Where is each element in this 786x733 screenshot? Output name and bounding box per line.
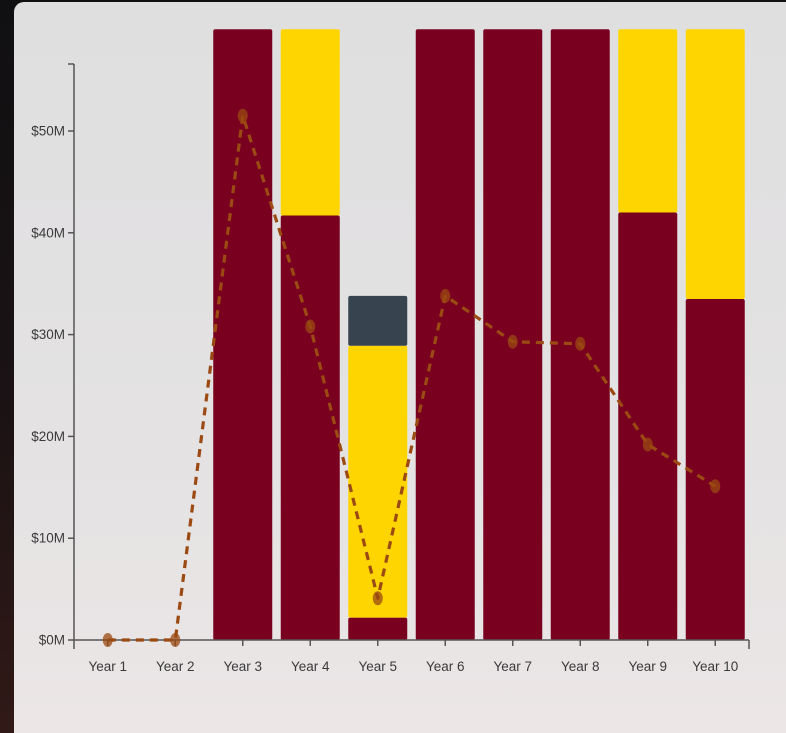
line-point [305,319,316,334]
bar-segment [213,29,273,640]
stacked-bar-line-chart: $0M $10M $20M $30M $40M $50M Year 1 Year 2 Year … [31,29,750,674]
bar-segment [550,29,610,640]
y-tick-label: $0M [39,633,65,648]
bar-segment [348,295,408,346]
x-tick-label: Year 3 [223,659,262,674]
y-tick-label: $20M [31,429,65,444]
x-tick-label: Year 8 [561,659,600,674]
y-tick-label: $40M [31,225,65,240]
x-tick-label: Year 1 [88,659,127,674]
x-tick-label: Year 2 [156,659,195,674]
line-point [710,479,721,494]
y-tick-label: $10M [31,531,65,546]
bar-segment [618,29,678,213]
bar-segment [415,29,475,640]
bar-segment [685,298,745,640]
line-series-path [107,114,717,642]
line-layer [102,108,721,647]
bar-segment [618,212,678,640]
chart-panel: $0M $10M $20M $30M $40M $50M Year 1 Year 2 Year … [14,2,786,733]
line-point [575,336,586,351]
bar-segment [280,215,340,641]
bar-segment [348,345,408,618]
bar-segment [483,29,543,640]
line-point [440,288,451,303]
line-point [642,437,653,452]
x-tick-label: Year 10 [692,659,738,674]
bar-segment [348,617,408,640]
line-point [170,633,181,647]
x-tick-label: Year 4 [291,659,330,674]
line-point [237,108,248,123]
x-tick-label: Year 9 [628,659,667,674]
line-point [102,633,113,647]
x-tick-label: Year 5 [358,659,397,674]
y-tick-label: $50M [31,124,65,139]
bar-segment [280,29,340,216]
x-tick-label: Year 7 [493,659,532,674]
line-point [372,591,383,606]
y-tick-label: $30M [31,327,65,342]
x-tick-label: Year 6 [426,659,465,674]
line-point [507,334,518,349]
bars-layer [213,29,745,641]
bar-segment [685,29,745,299]
